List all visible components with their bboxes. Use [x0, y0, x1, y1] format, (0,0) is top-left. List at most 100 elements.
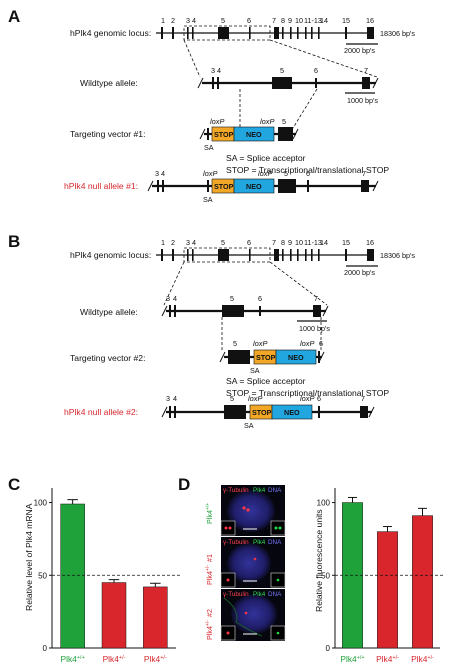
- panel-a-letter: A: [8, 7, 20, 26]
- panel-b-null-exon-5: 5: [230, 394, 234, 403]
- panel-d: D: [178, 475, 444, 662]
- panel-a-scale-genomic: 2000 bp's: [344, 46, 375, 55]
- panel-a-null-loxp-left: loxP: [203, 169, 217, 178]
- panel-a-exon-7: 7: [272, 16, 276, 25]
- panel-b-null-loxp-left: loxP: [248, 394, 262, 403]
- panel-a-genomic-size: 18306 bp's: [380, 29, 415, 38]
- panel-b-null-label: hPlk4 null allele #2:: [64, 407, 138, 417]
- panel-b-wt-exon-7: 7: [314, 294, 318, 303]
- panel-d-row-label-1: Plk4+/+: [205, 503, 214, 524]
- panel-b-exon-11-13: 11-13: [304, 238, 322, 247]
- panel-a-tv-label: Targeting vector #1:: [70, 129, 145, 139]
- panel-a-null-label: hPlk4 null allele #1:: [64, 181, 138, 191]
- panel-b-null-loxp-right: loxP: [300, 394, 314, 403]
- panel-a-null-loxp-right: loxP: [258, 169, 272, 178]
- panel-b-genomic-label: hPlk4 genomic locus:: [70, 250, 151, 260]
- panel-b-exon-15: 15: [342, 238, 350, 247]
- stain-label-plk4-2: Plk4: [253, 539, 266, 546]
- panel-a-sa-label: SA: [204, 143, 214, 152]
- panel-b-tv-label: Targeting vector #2:: [70, 353, 145, 363]
- panel-a-exon-4: 4: [192, 16, 196, 25]
- panel-a-genomic-label: hPlk4 genomic locus:: [70, 28, 151, 38]
- panel-b-null-stop-box: STOP: [252, 408, 272, 417]
- panel-a-exon-14: 14: [320, 16, 328, 25]
- panel-a-wt-exon-7: 7: [364, 66, 368, 75]
- panel-c-letter: C: [8, 475, 20, 494]
- panel-b-sa-note: SA = Splice acceptor: [226, 376, 306, 386]
- panel-d-row-label-2: Plk4+/-#1: [205, 554, 214, 585]
- panel-c-ytick-label-0: 0: [43, 644, 48, 653]
- panel-a-null-exon-4: 4: [161, 169, 165, 178]
- panel-a-tv-exon-5: 5: [282, 117, 286, 126]
- panel-b-zoom-left: [163, 261, 185, 306]
- panel-a: A hPlk4 genomic locus: 1 2 3 4 5 6: [8, 7, 415, 204]
- panel-b-neo-box: NEO: [288, 353, 304, 362]
- panel-b-wt-label: Wildtype allele:: [80, 307, 138, 317]
- panel-a-genomic-locus: [156, 25, 374, 41]
- panel-b-null-exon-4: 4: [173, 394, 177, 403]
- panel-c-category-label-3: Plk4+/-: [144, 654, 167, 662]
- panel-a-null-sa-label: SA: [203, 195, 213, 204]
- panel-a-null-neo-box: NEO: [246, 182, 262, 191]
- panel-b-tv-exon-5: 5: [233, 339, 237, 348]
- panel-d-bar-3: [412, 515, 433, 649]
- panel-d-category-label-1: Plk4+/+: [340, 654, 364, 662]
- panel-a-wt-exon-6: 6: [314, 66, 318, 75]
- panel-a-targeting-vector: [199, 126, 299, 142]
- panel-b-stop-note: STOP = Transcriptional/translational STO…: [226, 388, 389, 398]
- panel-b-tv-exon-6: 6: [319, 339, 323, 348]
- panel-b-wt-allele: [161, 305, 329, 317]
- panel-c: C Relative level of Plk4 mRNA 0 50 100 Plk4…: [8, 475, 180, 662]
- panel-a-exon-2: 2: [171, 16, 175, 25]
- panel-b-exon-10: 10: [295, 238, 303, 247]
- panel-a-zoom-right: [269, 39, 378, 78]
- panel-a-exon-3: 3: [186, 16, 190, 25]
- panel-b-wt-exon-6: 6: [258, 294, 262, 303]
- panel-b-scale-genomic: 2000 bp's: [344, 268, 375, 277]
- panel-a-null-exon-6: 6: [306, 169, 310, 178]
- panel-a-wt-exon-5: 5: [280, 66, 284, 75]
- panel-a-exon-5: 5: [221, 16, 225, 25]
- panel-b-exon-3: 3: [186, 238, 190, 247]
- stain-label-tubulin-3: γ-Tubulin: [223, 591, 249, 598]
- panel-a-tv-dash-right: [292, 88, 318, 129]
- panel-d-letter: D: [178, 475, 190, 494]
- panel-d-ytick-label-1: 50: [321, 571, 330, 580]
- panel-b-wt-exon-3: 3: [166, 294, 170, 303]
- stain-label-plk4-3: Plk4: [253, 591, 266, 598]
- panel-c-ylabel: Relative level of Plk4 mRNA: [24, 503, 34, 611]
- panel-d-row-label-3: Plk4+/-#2: [205, 609, 214, 640]
- panel-b-exon-6: 6: [247, 238, 251, 247]
- panel-b-exon-14: 14: [320, 238, 328, 247]
- panel-a-exon-11-13: 11-13: [304, 16, 322, 25]
- panel-a-exon-15: 15: [342, 16, 350, 25]
- panel-a-zoom-left: [183, 39, 201, 78]
- panel-a-null-exon-3: 3: [155, 169, 159, 178]
- panel-b-null-neo-box: NEO: [284, 408, 300, 417]
- stain-label-dna-1: DNA: [268, 487, 282, 494]
- panel-a-wt-exon-3: 3: [211, 66, 215, 75]
- panel-a-wt-exon-4: 4: [217, 66, 221, 75]
- panel-b-exon-16: 16: [366, 238, 374, 247]
- panel-d-ylabel: Relative fluorescence units: [314, 509, 324, 612]
- panel-b-zoom-right: [269, 261, 328, 306]
- panel-b-stop-box: STOP: [256, 353, 276, 362]
- panel-a-scale-wt: 1000 bp's: [347, 96, 378, 105]
- panel-a-wt-allele: [197, 77, 379, 89]
- panel-b-exon-1: 1: [161, 238, 165, 247]
- panel-a-exon-6: 6: [247, 16, 251, 25]
- stain-label-plk4-1: Plk4: [253, 487, 266, 494]
- panel-d-category-label-3: Plk4+/-: [411, 654, 434, 662]
- panel-a-sa-note: SA = Splice acceptor: [226, 153, 306, 163]
- panel-a-stop-box: STOP: [214, 130, 234, 139]
- panel-c-bar-2: [101, 582, 127, 649]
- panel-c-category-label-1: Plk4+/+: [61, 654, 85, 662]
- panel-c-bar-1: [60, 503, 85, 649]
- panel-c-ytick-label-1: 50: [38, 571, 47, 580]
- panel-b-null-exon-3: 3: [166, 394, 170, 403]
- panel-b-exon-8: 8: [281, 238, 285, 247]
- panel-a-stop-note: STOP = Transcriptional/translational STO…: [226, 165, 389, 175]
- panel-b-exon-2: 2: [171, 238, 175, 247]
- panel-b-loxp-left: loxP: [253, 339, 267, 348]
